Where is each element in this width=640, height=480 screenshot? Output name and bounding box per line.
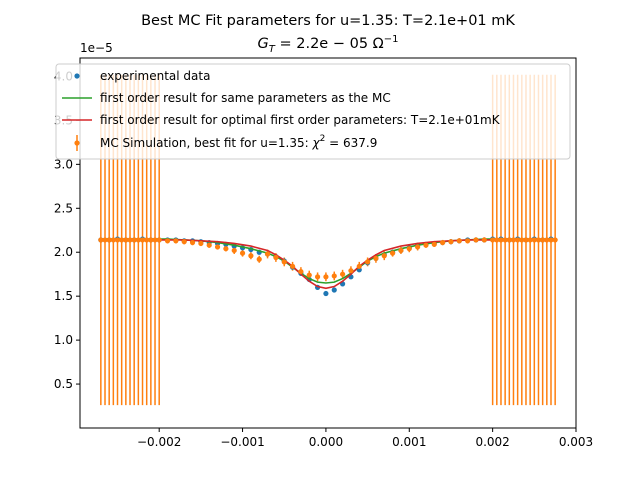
x-tick-label: −0.001 <box>220 435 264 449</box>
mc-point <box>298 268 304 275</box>
mc-point <box>256 256 262 262</box>
mc-point <box>135 237 141 243</box>
legend-marker-mc <box>74 140 80 146</box>
mc-point <box>231 247 237 254</box>
mc-point <box>381 253 387 259</box>
mc-point <box>490 237 496 243</box>
mc-point <box>127 237 133 243</box>
chart-subtitle: GT = 2.2e − 05 Ω−1 <box>258 34 399 55</box>
mc-point <box>398 247 404 254</box>
mc-point <box>415 244 421 250</box>
mc-point <box>189 239 196 246</box>
legend-box <box>55 63 571 160</box>
mc-point <box>148 237 154 243</box>
mc-point <box>527 237 533 243</box>
mc-point <box>102 237 108 243</box>
legend-label: MC Simulation, best fit for u=1.35: χ2 =… <box>100 134 377 150</box>
mc-point <box>339 271 346 277</box>
y-tick-label: 2.5 <box>54 201 73 215</box>
optimal-params-line <box>100 239 551 290</box>
plot-frame <box>79 57 577 429</box>
mc-point <box>494 237 500 243</box>
mc-point <box>314 274 321 280</box>
legend-label: first order result for same parameters a… <box>100 91 391 105</box>
x-axis: −0.002 −0.001 0.000 0.001 0.002 0.003 <box>137 428 593 449</box>
mc-point <box>544 237 550 243</box>
mc-point <box>156 237 162 243</box>
mc-point <box>523 237 529 243</box>
mc-point <box>448 239 454 245</box>
mc-point <box>206 242 212 248</box>
mc-point <box>152 237 158 243</box>
mc-point <box>498 237 504 243</box>
mc-point <box>406 246 412 252</box>
mc-point <box>223 246 229 252</box>
x-tick-label: 0.000 <box>309 435 343 449</box>
mc-point <box>119 237 125 243</box>
mc-point <box>273 254 279 261</box>
x-tick-label: 0.001 <box>392 435 426 449</box>
mc-point <box>540 237 546 243</box>
x-tick-label: 0.002 <box>475 435 509 449</box>
mc-point <box>248 253 254 259</box>
experimental-point <box>323 290 329 297</box>
y-tick-label: 0.5 <box>54 377 73 391</box>
y-tick-label: 1.5 <box>54 289 73 303</box>
mc-point <box>214 244 221 250</box>
mc-point <box>323 274 329 280</box>
mc-point <box>173 238 179 244</box>
mc-point <box>552 237 558 243</box>
mc-point <box>506 237 512 243</box>
mc-point <box>164 238 171 244</box>
mc-point <box>373 255 379 261</box>
legend-marker-experimental <box>74 73 80 79</box>
y-tick-label: 1.0 <box>54 333 73 347</box>
mc-point <box>531 237 537 243</box>
mc-point <box>114 237 121 243</box>
mc-point <box>289 263 296 269</box>
mc-point <box>98 237 104 243</box>
legend: experimental data first order result for … <box>55 63 571 160</box>
y-offset-label: 1e−5 <box>80 41 113 55</box>
mc-point <box>123 237 129 243</box>
mc-point <box>181 239 187 245</box>
x-tick-label: −0.002 <box>137 435 181 449</box>
mc-point <box>239 250 246 256</box>
mc-point <box>535 237 542 243</box>
mc-point <box>106 237 112 243</box>
y-tick-label: 2.0 <box>54 245 73 259</box>
mc-point <box>364 259 371 265</box>
mc-point <box>306 272 312 278</box>
mc-point <box>144 237 150 243</box>
mc-point <box>456 238 462 244</box>
mc-point <box>548 237 554 243</box>
mc-point <box>198 240 204 247</box>
x-tick-label: 0.003 <box>559 435 593 449</box>
mc-point <box>440 239 446 246</box>
mc-point <box>465 238 471 244</box>
mc-point <box>431 241 437 247</box>
mc-point <box>331 273 337 279</box>
mc-point <box>131 237 137 243</box>
mc-point <box>139 237 146 243</box>
mc-point <box>281 259 287 265</box>
mc-point <box>348 268 354 274</box>
mc-point <box>356 263 362 269</box>
mc-point <box>502 237 508 243</box>
mc-point <box>390 250 396 256</box>
mc-point <box>510 237 517 243</box>
mc-point <box>423 242 429 248</box>
chart-title: Best MC Fit parameters for u=1.35: T=2.1… <box>141 13 515 29</box>
mc-point <box>473 237 479 243</box>
mc-point <box>264 251 271 257</box>
mc-point <box>519 237 525 243</box>
y-tick-label: 3.0 <box>54 157 73 171</box>
legend-label: first order result for optimal first ord… <box>100 113 501 127</box>
legend-label: experimental data <box>100 69 210 83</box>
experimental-point <box>331 287 337 293</box>
mc-point <box>515 237 521 243</box>
mc-point <box>110 237 116 243</box>
mc-point <box>481 237 487 243</box>
